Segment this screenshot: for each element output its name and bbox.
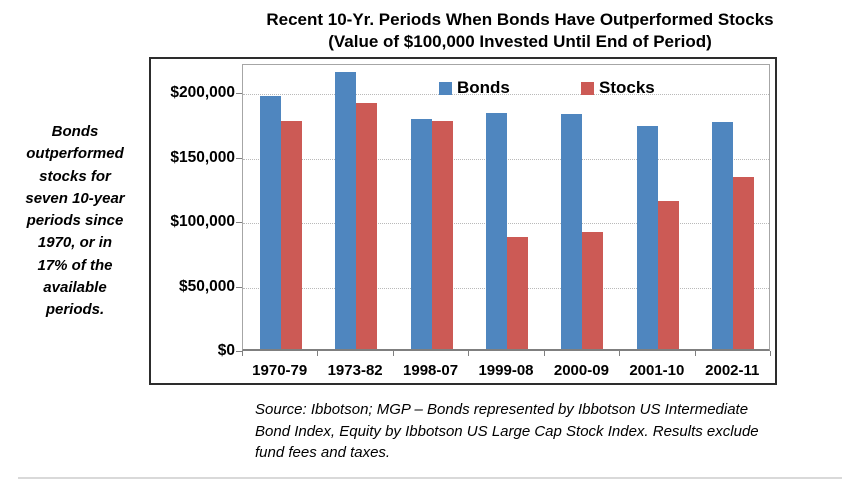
legend-label-stocks: Stocks [599,78,655,97]
source-note: Source: Ibbotson; MGP – Bonds represente… [255,399,759,464]
annotation-line: available [43,279,107,297]
x-axis-tick-mark [770,351,771,356]
bar-stocks-2001-10 [657,200,679,349]
chart-title: Recent 10-Yr. Periods When Bonds Have Ou… [180,9,842,53]
y-axis-tick-mark [236,351,242,352]
bar-stocks-1970-79 [280,120,302,349]
bar-group-1973-82 [318,65,393,349]
annotation-line: Bonds [51,123,99,140]
bar-bonds-1970-79 [259,96,281,349]
x-axis-label-1970-79: 1970-79 [252,362,308,379]
x-axis-tick-mark [317,351,319,356]
y-axis-tick-mark [236,286,242,288]
annotation-line: 1970, or in [37,234,113,252]
bar-group-2001-10 [620,65,695,349]
x-axis-label-1999-08: 1999-08 [478,362,534,379]
bar-stocks-1999-08 [506,236,528,349]
bar-bonds-1973-82 [335,71,357,349]
bar-stocks-1998-07 [431,120,453,349]
legend-swatch-bonds [439,81,452,95]
chart-frame: Bonds Stocks $0 $50,000 $100,000 $150,000 $20… [149,57,777,385]
x-axis-tick-mark [392,351,394,356]
x-axis-label-2000-09: 2000-09 [553,362,609,379]
legend-stocks: Stocks [581,78,655,98]
annotation-line: periods since [26,212,124,230]
plot-area: Bonds Stocks [242,64,770,351]
annotation-line: periods. [45,301,105,319]
y-axis-tick-label: $50,000 [178,277,235,295]
x-axis-tick-mark [242,351,243,356]
bar-stocks-1973-82 [356,102,378,349]
bottom-divider [18,477,842,479]
legend-bonds: Bonds [439,78,510,98]
bar-bonds-2000-09 [561,114,583,349]
annotation-line: outperformed [26,145,124,163]
annotation-line: seven 10-year [25,189,125,207]
y-axis-tick-mark [236,222,242,223]
annotation-line: stocks for [39,167,111,185]
bar-bonds-1999-08 [485,112,507,349]
source-line: Source: Ibbotson; MGP – Bonds represente… [255,401,749,418]
y-axis-tick-label: $0 [217,342,235,359]
bar-stocks-2002-11 [733,177,755,349]
source-line: Bond Index, Equity by Ibbotson US Large … [255,422,759,440]
bar-bonds-2002-11 [712,121,734,349]
x-axis-tick-mark [619,351,621,356]
legend-label-bonds: Bonds [457,78,510,97]
chart-title-line1: Recent 10-Yr. Periods When Bonds Have Ou… [266,10,774,29]
y-axis-tick-mark [236,157,242,159]
x-axis-label-1998-07: 1998-07 [403,362,459,379]
x-axis-tick-mark [468,351,470,356]
x-axis-tick-mark [694,351,696,356]
gridline [243,94,769,96]
annotation-line: 17% of the [37,256,113,274]
source-line: fund fees and taxes. [255,444,391,461]
bar-group-1998-07 [394,65,469,349]
y-axis-tick-label: $200,000 [170,84,235,102]
x-axis-tick-mark [543,351,545,356]
y-axis-tick-label: $150,000 [170,148,235,166]
bar-group-2000-09 [545,65,620,349]
bar-group-1999-08 [469,65,544,349]
annotation-text: Bonds outperformed stocks for seven 10-year… [3,121,147,322]
bar-bonds-1998-07 [410,119,432,349]
bar-group-1970-79 [243,65,318,349]
y-axis-tick-mark [236,93,242,95]
x-axis-label-2001-10: 2001-10 [629,362,685,379]
chart-title-line2: (Value of $100,000 Invested Until End of… [328,32,712,51]
y-axis-tick-label: $100,000 [170,213,235,230]
bar-group-2002-11 [696,65,771,349]
x-axis-label-1973-82: 1973-82 [327,362,383,379]
legend-swatch-stocks [581,81,594,95]
bar-bonds-2001-10 [636,125,658,349]
x-axis-label-2002-11: 2002-11 [705,362,760,379]
bar-stocks-2000-09 [582,231,604,349]
